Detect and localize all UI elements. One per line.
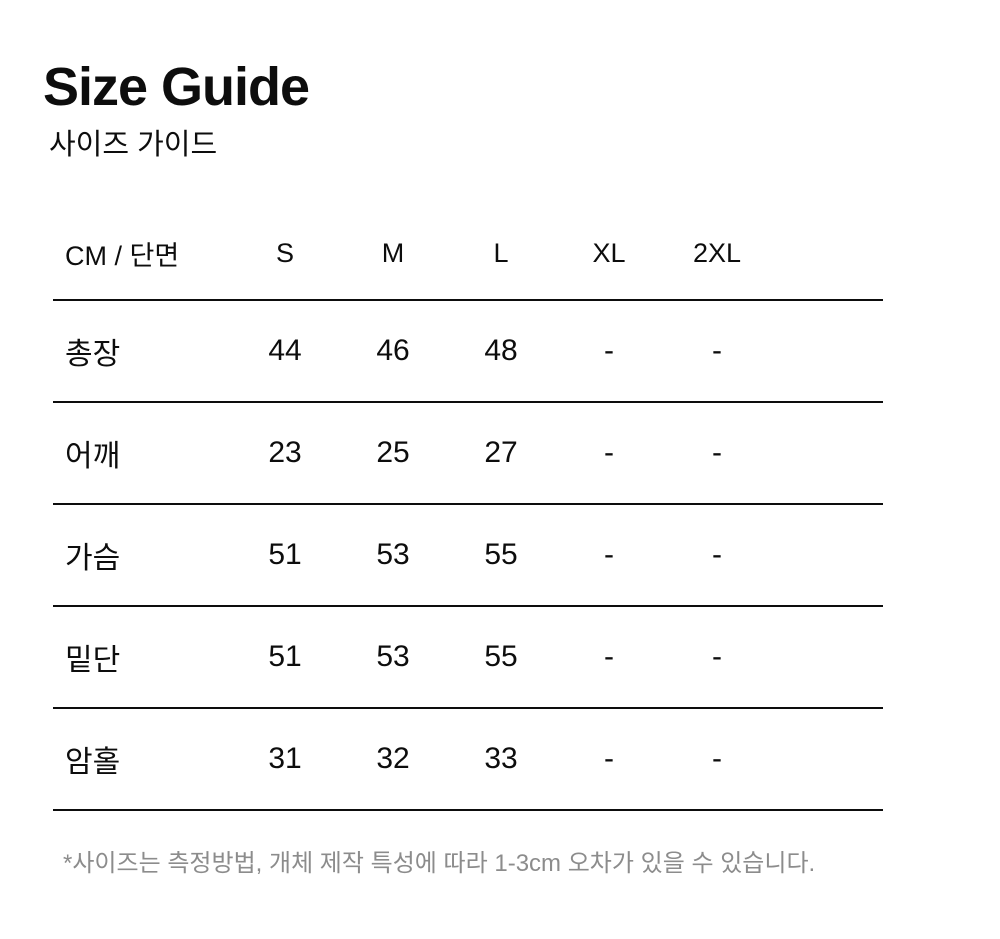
table-row-total-length: 총장 44 46 48 - - — [53, 299, 883, 401]
table-row-hem: 밑단 51 53 55 - - — [53, 605, 883, 707]
size-value-cell: - — [604, 742, 614, 776]
size-value-cell: 53 — [376, 640, 410, 674]
size-value-cell: 46 — [376, 334, 410, 368]
size-value-cell: 27 — [484, 436, 518, 470]
size-table-header-row: CM / 단면 S M L XL 2XL — [53, 208, 883, 299]
size-value-cell: 55 — [484, 538, 518, 572]
size-value-cell: 44 — [268, 334, 302, 368]
size-value-cell: - — [712, 334, 722, 368]
size-value-cell: 32 — [376, 742, 410, 776]
size-value-cell: 48 — [484, 334, 518, 368]
table-row-armhole: 암홀 31 32 33 - - — [53, 707, 883, 809]
table-row-shoulder: 어깨 23 25 27 - - — [53, 401, 883, 503]
row-label-total-length: 총장 — [65, 338, 121, 372]
column-header-size-xl: XL — [592, 238, 626, 269]
page-subtitle: 사이즈 가이드 — [49, 129, 218, 162]
size-table: CM / 단면 S M L XL 2XL 총장 44 46 48 - - 어깨 … — [53, 208, 883, 812]
size-value-cell: - — [712, 538, 722, 572]
size-value-cell: - — [604, 436, 614, 470]
column-header-size-l: L — [493, 238, 509, 269]
column-header-measure-unit: CM / 단면 — [65, 241, 180, 272]
size-value-cell: 51 — [268, 640, 302, 674]
column-header-size-2xl: 2XL — [692, 238, 742, 269]
size-value-cell: - — [604, 640, 614, 674]
size-value-cell: - — [604, 538, 614, 572]
page-title: Size Guide — [43, 57, 310, 117]
row-label-shoulder: 어깨 — [65, 440, 121, 474]
table-row-chest: 가슴 51 53 55 - - — [53, 503, 883, 605]
row-label-armhole: 암홀 — [65, 746, 121, 780]
size-value-cell: 55 — [484, 640, 518, 674]
size-value-cell: - — [712, 436, 722, 470]
column-header-size-m: M — [381, 238, 405, 269]
column-header-size-s: S — [275, 238, 294, 269]
size-value-cell: 25 — [376, 436, 410, 470]
size-value-cell: - — [712, 742, 722, 776]
size-value-cell: - — [604, 334, 614, 368]
row-label-chest: 가슴 — [65, 542, 121, 576]
size-footnote: *사이즈는 측정방법, 개체 제작 특성에 따라 1-3cm 오차가 있을 수 … — [63, 850, 816, 878]
size-value-cell: - — [712, 640, 722, 674]
size-value-cell: 23 — [268, 436, 302, 470]
size-value-cell: 31 — [268, 742, 302, 776]
row-label-hem: 밑단 — [65, 644, 121, 678]
size-value-cell: 33 — [484, 742, 518, 776]
size-value-cell: 53 — [376, 538, 410, 572]
size-value-cell: 51 — [268, 538, 302, 572]
